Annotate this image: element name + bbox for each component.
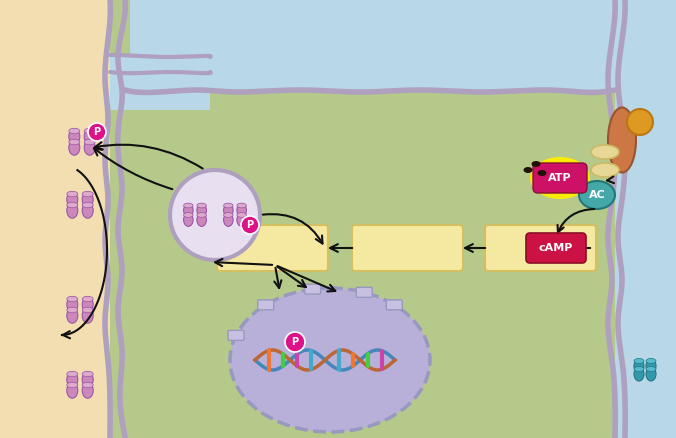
Ellipse shape (224, 204, 233, 217)
Ellipse shape (237, 203, 246, 208)
Ellipse shape (530, 157, 590, 199)
Polygon shape (0, 0, 110, 438)
Text: P: P (291, 337, 299, 347)
Ellipse shape (646, 367, 656, 371)
Circle shape (285, 332, 305, 352)
Ellipse shape (67, 307, 78, 313)
Ellipse shape (67, 203, 78, 218)
FancyBboxPatch shape (356, 287, 372, 297)
Ellipse shape (69, 128, 80, 134)
Ellipse shape (646, 367, 656, 381)
Ellipse shape (82, 297, 93, 312)
Circle shape (241, 216, 259, 234)
FancyBboxPatch shape (386, 300, 402, 310)
Ellipse shape (230, 288, 430, 432)
Ellipse shape (67, 371, 78, 377)
Ellipse shape (591, 163, 619, 177)
Ellipse shape (184, 203, 193, 208)
Ellipse shape (67, 296, 78, 302)
Ellipse shape (69, 129, 80, 144)
FancyBboxPatch shape (485, 225, 596, 271)
Circle shape (170, 170, 260, 260)
Ellipse shape (224, 212, 233, 217)
Ellipse shape (84, 140, 95, 155)
Ellipse shape (197, 213, 206, 226)
Ellipse shape (67, 202, 78, 208)
FancyBboxPatch shape (305, 284, 320, 294)
Polygon shape (615, 0, 676, 438)
Ellipse shape (634, 358, 644, 364)
Ellipse shape (84, 128, 95, 134)
Ellipse shape (82, 192, 93, 207)
Ellipse shape (237, 212, 246, 217)
Ellipse shape (634, 367, 644, 371)
Ellipse shape (69, 140, 80, 155)
Ellipse shape (67, 383, 78, 398)
Ellipse shape (237, 213, 246, 226)
Ellipse shape (82, 296, 93, 302)
Ellipse shape (523, 167, 533, 173)
Ellipse shape (197, 212, 206, 217)
Text: P: P (93, 127, 101, 137)
Ellipse shape (82, 307, 93, 313)
Text: ATP: ATP (548, 173, 572, 183)
FancyBboxPatch shape (533, 163, 587, 193)
Ellipse shape (82, 191, 93, 197)
Ellipse shape (67, 372, 78, 387)
Circle shape (88, 123, 106, 141)
Ellipse shape (184, 204, 193, 217)
Ellipse shape (84, 129, 95, 144)
Text: P: P (247, 220, 254, 230)
Ellipse shape (608, 107, 636, 173)
Ellipse shape (531, 161, 541, 167)
Ellipse shape (82, 308, 93, 323)
Ellipse shape (537, 170, 546, 176)
Ellipse shape (646, 359, 656, 373)
FancyBboxPatch shape (228, 330, 244, 340)
Ellipse shape (82, 371, 93, 377)
Ellipse shape (82, 203, 93, 218)
Ellipse shape (224, 203, 233, 208)
Ellipse shape (82, 202, 93, 208)
Ellipse shape (224, 213, 233, 226)
Ellipse shape (67, 192, 78, 207)
Ellipse shape (237, 204, 246, 217)
Text: cAMP: cAMP (539, 243, 573, 253)
Ellipse shape (634, 367, 644, 381)
Ellipse shape (67, 297, 78, 312)
Ellipse shape (67, 382, 78, 388)
Ellipse shape (67, 191, 78, 197)
Ellipse shape (82, 382, 93, 388)
Ellipse shape (69, 139, 80, 145)
Polygon shape (110, 55, 210, 110)
Circle shape (627, 109, 653, 135)
FancyBboxPatch shape (352, 225, 463, 271)
Ellipse shape (646, 358, 656, 364)
Ellipse shape (591, 145, 619, 159)
Ellipse shape (197, 203, 206, 208)
Ellipse shape (579, 181, 615, 209)
FancyBboxPatch shape (258, 300, 274, 310)
FancyBboxPatch shape (217, 225, 328, 271)
Ellipse shape (67, 308, 78, 323)
Ellipse shape (82, 372, 93, 387)
Ellipse shape (82, 383, 93, 398)
Ellipse shape (184, 212, 193, 217)
Polygon shape (130, 0, 676, 90)
FancyBboxPatch shape (526, 233, 586, 263)
Ellipse shape (184, 213, 193, 226)
Ellipse shape (84, 139, 95, 145)
Text: AC: AC (589, 190, 606, 200)
Ellipse shape (197, 204, 206, 217)
Ellipse shape (634, 359, 644, 373)
